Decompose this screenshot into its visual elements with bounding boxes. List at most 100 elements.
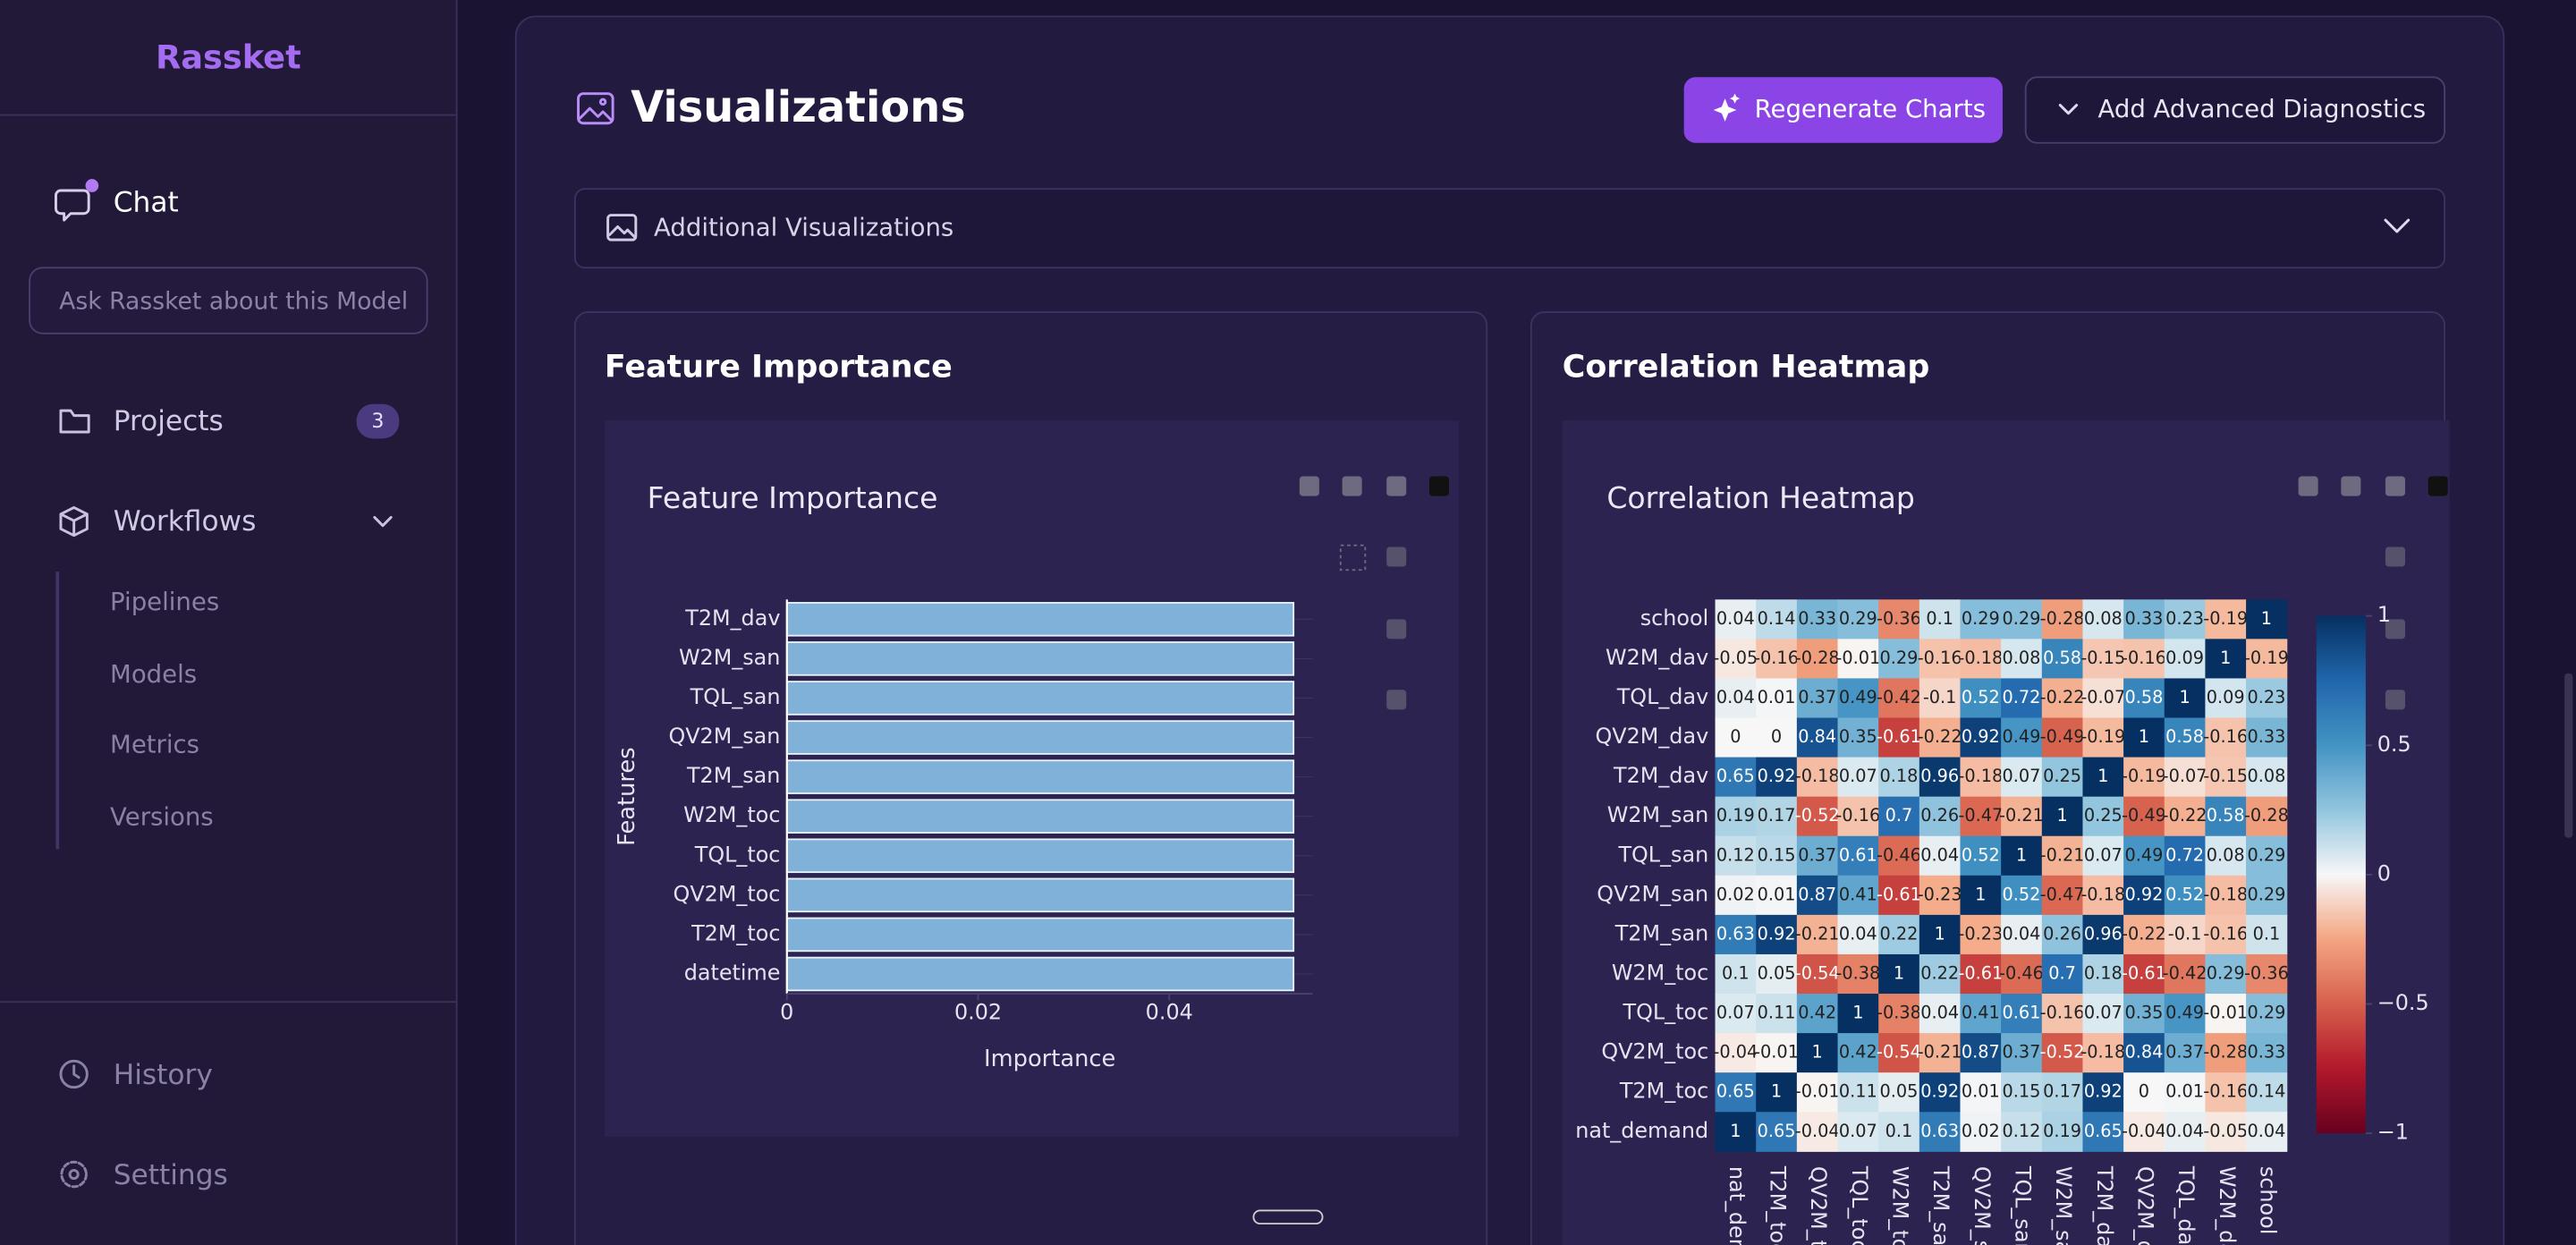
modebar-button[interactable] (1339, 544, 1367, 572)
heatmap-cell (1960, 953, 2002, 995)
cell-label: 0.23 (2247, 687, 2285, 707)
cell-label: -0.54 (1877, 1042, 1921, 1063)
cell-label: -0.16 (2203, 726, 2248, 747)
workflow-item[interactable]: Metrics (110, 731, 199, 759)
modebar-button[interactable] (1386, 476, 1407, 496)
heatmap-cell (1878, 639, 1920, 679)
cell-label: -0.23 (1918, 884, 1962, 904)
heatmap-cell (2082, 994, 2124, 1034)
heatmap-cell (1919, 835, 1962, 877)
accordion[interactable] (573, 188, 2445, 269)
heatmap-cell (2041, 717, 2084, 758)
heatmap-cell (1878, 1112, 1920, 1152)
search-placeholder: Ask Rassket about this Model (59, 287, 408, 315)
cell-label: 0.07 (1716, 1003, 1755, 1023)
heatmap-cell (1796, 1112, 1839, 1152)
modebar-button[interactable] (2341, 476, 2361, 496)
cell-label: 0.92 (2124, 884, 2163, 904)
cell-label: 1 (2097, 766, 2108, 786)
workflow-item[interactable]: Models (110, 660, 197, 689)
heatmap-cell (2246, 875, 2288, 916)
heatmap-cell (2123, 835, 2165, 877)
heatmap-cell (2041, 678, 2084, 719)
charts: Feature Importance T2M_dav W2M_san TQL_san Q… (614, 480, 2429, 1245)
accordion-label[interactable]: Additional Visualizations (654, 213, 953, 241)
cell-label: 0 (1771, 726, 1782, 747)
regenerate-button[interactable] (1683, 77, 2003, 143)
y-tick-label: school (1640, 606, 1709, 631)
cell-label: -0.15 (2203, 766, 2248, 786)
regenerate-label[interactable]: Regenerate Charts (1755, 95, 1986, 123)
x-tick-label: 0.02 (954, 1000, 1002, 1025)
bar (785, 720, 1295, 755)
chat-link[interactable]: Chat (114, 187, 179, 219)
cell-label: 0.29 (2247, 844, 2285, 865)
heatmap-cell (1919, 914, 1962, 955)
workflow-item[interactable]: Pipelines (110, 588, 219, 616)
chevron[interactable] (373, 516, 393, 528)
cell-label: 0.08 (2003, 648, 2041, 668)
x-tick-label: W2M_toc (1888, 1166, 1913, 1245)
cell-label: 0.01 (1962, 1081, 2000, 1102)
modebar-button[interactable] (2385, 476, 2405, 496)
cell-label: -0.19 (2080, 726, 2125, 747)
heatmap-cell (2123, 875, 2165, 916)
heatmap-cell (2001, 599, 2043, 639)
resize-handle[interactable] (1252, 1209, 1324, 1225)
heatmap-cell (2123, 994, 2165, 1034)
heatmap-cell (2164, 678, 2206, 719)
cell-label: 0.29 (1962, 608, 2000, 629)
modebar-button[interactable] (2385, 690, 2405, 710)
nav-settings[interactable]: Settings (114, 1159, 228, 1191)
settings-icon-center (68, 1168, 80, 1181)
modebar-button[interactable] (1386, 546, 1407, 567)
nav-workflows[interactable]: Workflows (114, 505, 257, 538)
scrollbar-thumb[interactable] (2564, 673, 2573, 838)
modebar-button[interactable] (1299, 476, 1319, 496)
modebar-button[interactable] (2385, 546, 2405, 567)
nav-projects[interactable]: Projects (114, 405, 224, 437)
cell-label: 0.04 (2003, 923, 2041, 944)
cell-label: -0.16 (2122, 648, 2166, 668)
diagnostics-label[interactable]: Add Advanced Diagnostics (2098, 95, 2427, 123)
cell-label: 0 (1730, 726, 1741, 747)
diagnostics-button[interactable] (2024, 76, 2445, 144)
nav-history[interactable]: History (114, 1059, 213, 1091)
heatmap-cell (2041, 796, 2084, 837)
heatmap-cell (1715, 1112, 1757, 1152)
x-tick-label: 0.04 (1146, 1000, 1193, 1025)
modebar-button[interactable] (1386, 690, 1407, 710)
heatmap-cell (2041, 639, 2084, 679)
heatmap-cell (1878, 796, 1920, 837)
cell-label: -0.18 (2080, 1042, 2125, 1063)
heatmap-cell (1796, 994, 1839, 1034)
cube-icon (59, 505, 89, 538)
cell-label: 0.04 (1839, 923, 1877, 944)
modebar-button[interactable] (2298, 476, 2318, 496)
modebar-button[interactable] (2385, 619, 2405, 639)
heatmap-cell (1878, 599, 1920, 639)
modebar-button[interactable] (1386, 619, 1407, 639)
sparkle-icon (1713, 93, 1741, 122)
heatmap-cell (1919, 953, 1962, 995)
cell-label: 0.87 (1962, 1042, 2000, 1063)
workflow-item[interactable]: Versions (110, 803, 214, 832)
modebar-button[interactable] (1342, 476, 1362, 496)
cell-label: 0.11 (1839, 1081, 1877, 1102)
heatmap-cell (1837, 599, 1879, 639)
search-input[interactable] (29, 267, 428, 335)
brand[interactable]: Rassket (156, 38, 301, 77)
chevron[interactable] (2384, 218, 2411, 233)
cell-label: -0.61 (1958, 962, 2003, 983)
heatmap-cell (2082, 796, 2124, 837)
cell-label: 0.49 (1839, 687, 1877, 707)
cell-label: 0.09 (2207, 687, 2245, 707)
heatmap-cell (1756, 599, 1798, 639)
y-tick-label: TQL_toc (694, 842, 781, 867)
modebar-button[interactable] (1428, 476, 1449, 496)
cell-label: -0.01 (1754, 1042, 1799, 1063)
cell-label: 0.05 (1758, 962, 1796, 983)
cell-label: 0.37 (2165, 1042, 2204, 1063)
heatmap-cell (2041, 1072, 2084, 1113)
modebar-button[interactable] (2428, 476, 2448, 496)
